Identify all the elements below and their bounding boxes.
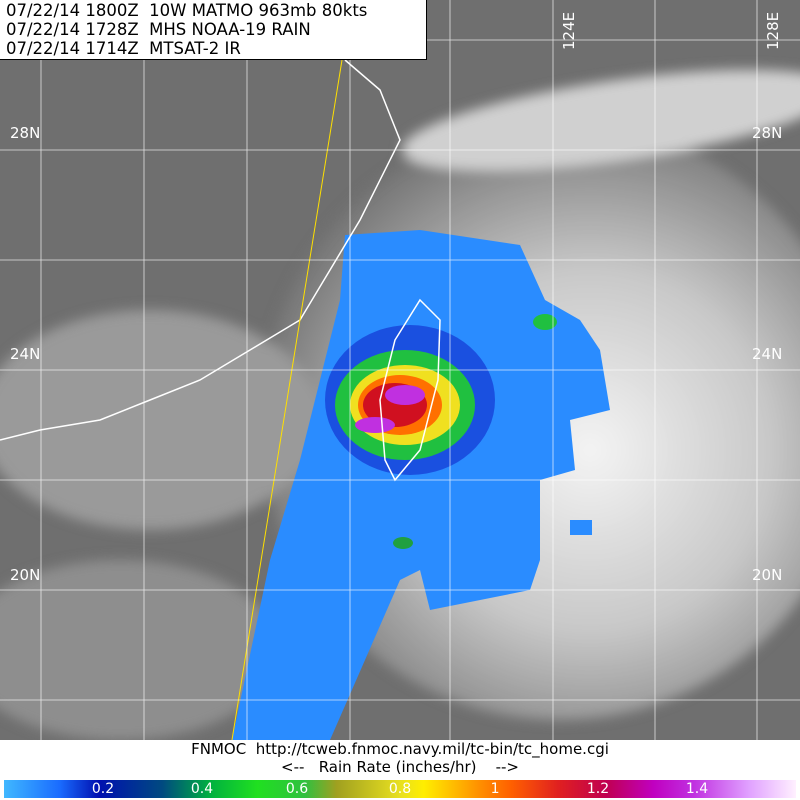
lat-label: 24N bbox=[752, 345, 783, 363]
lat-label: 28N bbox=[10, 124, 41, 142]
lat-label: 24N bbox=[10, 345, 41, 363]
lat-label: 28N bbox=[752, 124, 783, 142]
colorbar-tick: 1 bbox=[490, 781, 500, 797]
lat-label: 20N bbox=[10, 566, 41, 584]
rain-swath bbox=[232, 230, 610, 740]
lon-label: 124E bbox=[560, 11, 578, 50]
cloud-band bbox=[0, 310, 320, 530]
colorbar-tick: 0.8 bbox=[388, 781, 412, 797]
colorbar-tick: 1.4 bbox=[685, 781, 709, 797]
coastline-china bbox=[0, 59, 401, 441]
swath-edge bbox=[231, 59, 343, 740]
colorbar-tick: 0.2 bbox=[91, 781, 115, 797]
header-line: 07/22/14 1714Z MTSAT-2 IR bbox=[6, 39, 241, 58]
colorbar-tick: 0.4 bbox=[190, 781, 214, 797]
legend-title: <-- Rain Rate (inches/hr) --> bbox=[281, 758, 519, 776]
colorbar-tick: 1.2 bbox=[586, 781, 610, 797]
header-line: 07/22/14 1728Z MHS NOAA-19 RAIN bbox=[6, 20, 311, 39]
header-box: 07/22/14 1800Z 10W MATMO 963mb 80kts 07/2… bbox=[0, 0, 427, 60]
header-line: 07/22/14 1800Z 10W MATMO 963mb 80kts bbox=[6, 1, 368, 20]
footer: FNMOC http://tcweb.fnmoc.navy.mil/tc-bin… bbox=[0, 740, 800, 776]
colorbar-tick: 0.6 bbox=[285, 781, 309, 797]
lat-label: 20N bbox=[752, 566, 783, 584]
cloud-band bbox=[402, 69, 800, 171]
credit-text: FNMOC http://tcweb.fnmoc.navy.mil/tc-bin… bbox=[191, 740, 609, 758]
rain-rate-colorbar: 0.2 0.4 0.6 0.8 1 1.2 1.4 bbox=[4, 780, 796, 798]
lon-label: 128E bbox=[764, 11, 782, 50]
cloud-band bbox=[0, 560, 280, 740]
satellite-map bbox=[0, 0, 800, 740]
